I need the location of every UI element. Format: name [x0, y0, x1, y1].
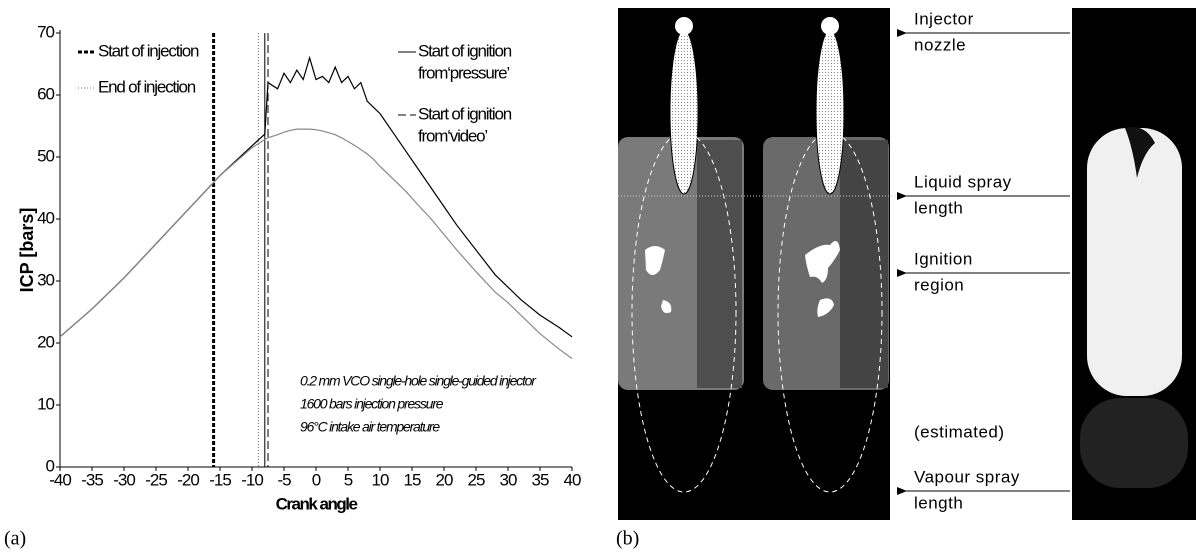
y-tick-label: 70 [37, 22, 54, 41]
ignition-spot [805, 241, 840, 317]
vapour-spray [631, 131, 737, 493]
x-tick-label: 35 [532, 470, 549, 489]
x-tick-label: 40 [564, 470, 581, 489]
legend-label: Start of injection [98, 41, 199, 60]
x-tick-label: 25 [468, 470, 485, 489]
caption: (b) [616, 528, 639, 550]
legend-label: from‘pressure’ [418, 63, 509, 82]
x-tick-label: -20 [177, 470, 199, 489]
x-axis-label: Crank angle [276, 494, 358, 513]
panel-label: (estimated) [914, 422, 1005, 441]
panel-label: Vapour spray [914, 467, 1020, 486]
panel-label: Injector [914, 9, 974, 28]
x-tick-label: 0 [312, 470, 321, 489]
image-shade [840, 140, 888, 388]
flame-image [1087, 128, 1182, 396]
y-tick-label: 20 [37, 332, 54, 351]
x-tick-label: -30 [113, 470, 135, 489]
legend-label: End of injection [98, 77, 196, 96]
vapour-spray [777, 131, 883, 493]
legend-label: from‘video’ [418, 126, 487, 145]
panel-label: nozzle [914, 35, 966, 54]
legend-label: Start of ignition [418, 41, 512, 60]
panel-label: length [914, 198, 963, 217]
ignition-spot [645, 246, 672, 314]
y-tick-label: 30 [37, 270, 54, 289]
y-tick-label: 50 [37, 146, 54, 165]
x-tick-label: -35 [81, 470, 103, 489]
nozzle [821, 17, 839, 35]
panel-label: region [914, 275, 964, 294]
y-tick-label: 10 [37, 394, 54, 413]
panel-b: Injector nozzle Liquid spray length Ignition… [618, 8, 1196, 520]
image-glow [1080, 398, 1188, 488]
x-tick-label: 30 [500, 470, 517, 489]
panel-label: Liquid spray [914, 172, 1012, 191]
y-tick-label: 40 [37, 208, 54, 227]
x-tick-label: 5 [344, 470, 353, 489]
panel-label: length [914, 493, 963, 512]
y-tick-label: 60 [37, 84, 54, 103]
y-tick-label: 0 [46, 456, 55, 475]
image-shadow [1125, 127, 1155, 178]
annotation: 0.2 mm VCO single-hole single-guided inj… [300, 373, 537, 389]
x-tick-label: -40 [49, 470, 71, 489]
legend-label: Start of ignition [418, 104, 512, 123]
panel-label: Ignition [914, 249, 973, 268]
y-axis-label: ICP [bars] [17, 208, 37, 293]
chart-a: ICP [bars] Crank angle 010203040506070-4… [17, 22, 582, 513]
x-tick-label: -10 [241, 470, 263, 489]
series-line [59, 55, 573, 338]
x-tick-label: 20 [436, 470, 453, 489]
x-tick-label: -15 [209, 470, 231, 489]
series-line [59, 128, 573, 359]
x-tick-label: 15 [404, 470, 421, 489]
annotation: 96°C intake air temperature [300, 419, 440, 435]
liquid-spray [669, 29, 699, 195]
x-tick-label: 10 [372, 470, 389, 489]
caption: (a) [4, 528, 26, 550]
liquid-spray [815, 29, 845, 195]
x-tick-label: -5 [277, 470, 291, 489]
annotation: 1600 bars injection pressure [300, 396, 444, 412]
nozzle [675, 17, 693, 35]
image-shade [697, 140, 742, 388]
x-tick-label: -25 [145, 470, 167, 489]
